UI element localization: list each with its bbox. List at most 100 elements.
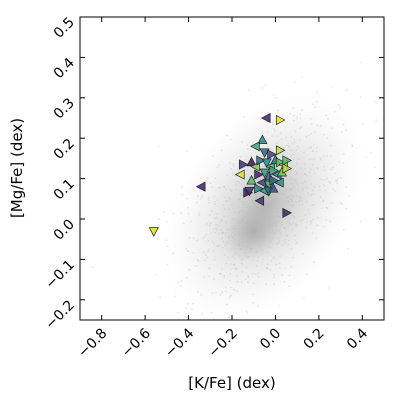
density-dot [282,240,285,243]
density-dot [219,272,222,275]
density-dot [228,196,231,199]
density-dot [293,216,296,219]
density-dot [299,117,302,120]
density-dot [276,208,278,210]
density-dot [304,214,307,216]
density-dot [211,154,214,157]
density-dot [254,212,257,215]
density-dot [245,225,248,228]
density-dot [247,276,250,279]
density-dot [278,241,280,244]
density-dot [310,194,312,197]
density-dot [264,196,267,199]
density-dot [265,267,268,270]
density-dot [280,224,283,226]
density-dot [200,197,202,200]
density-dot [261,210,264,213]
density-dot [273,129,276,132]
density-dot [219,186,221,189]
density-dot [296,183,299,185]
density-dot [290,194,292,197]
density-dot [267,221,270,224]
density-dot [321,200,324,203]
density-dot [267,214,269,217]
density-dot [246,221,248,224]
density-dot [252,259,255,261]
data-point [254,195,265,206]
data-point [267,149,277,160]
density-dot [312,261,315,264]
density-dot [250,171,253,174]
density-dot [287,200,290,203]
density-dot [308,212,311,215]
density-dot [219,272,222,275]
data-point [282,163,293,174]
density-dot [302,182,304,185]
density-dot [340,131,343,134]
density-dot [286,190,288,193]
density-dot [250,202,253,205]
density-dot [310,123,313,125]
density-dot [173,295,176,298]
density-dot [268,219,271,221]
density-dot [310,182,313,185]
density-dot [313,193,315,196]
density-dot [268,207,271,210]
density-dot [339,106,341,109]
density-dot [370,151,373,154]
density-dot [275,224,278,227]
density-dot [299,196,302,199]
x-tick-label: −0.4 [162,325,197,360]
density-dot [300,109,303,111]
density-dot [375,119,378,122]
density-dot [229,295,231,298]
density-dot [230,286,232,289]
density-dot [313,172,316,175]
density-dot [274,196,277,199]
density-dot [312,103,315,106]
density-dot [221,237,224,239]
density-dot [290,248,293,251]
density-dot [288,285,290,288]
density-dot [212,228,215,231]
density-dot [278,211,281,213]
density-dot [180,212,183,215]
density-dot [260,206,262,209]
y-tick-label: −0.1 [42,257,77,292]
density-dot [229,138,232,141]
density-dot [273,218,276,221]
density-dot [275,142,278,145]
density-dot [271,121,274,124]
density-dot [336,177,339,180]
density-dot [316,147,318,149]
density-dot [289,198,292,200]
density-dot [231,218,234,221]
density-dot [278,229,281,232]
density-dot [284,217,287,219]
density-dot [309,171,311,174]
density-core [224,200,284,263]
density-dot [291,149,293,152]
density-dot [303,180,306,183]
density-dot [240,244,243,247]
density-dot [256,259,259,262]
density-dot [247,211,250,214]
density-dot [253,255,256,258]
density-dot [289,223,292,226]
density-dot [208,267,211,269]
density-dot [185,307,188,309]
density-dot [252,239,255,241]
density-dot [187,303,189,305]
density-dot [291,228,294,231]
density-dot [263,210,266,212]
density-dot [266,138,269,141]
density-dot [279,267,281,269]
density-dot [231,231,234,234]
density-dot [276,184,279,187]
density-dot [304,214,307,217]
density-dot [314,106,317,109]
density-dot [247,226,249,228]
density-dot [314,131,316,133]
density-dot [295,202,298,204]
density-dot [259,219,262,222]
